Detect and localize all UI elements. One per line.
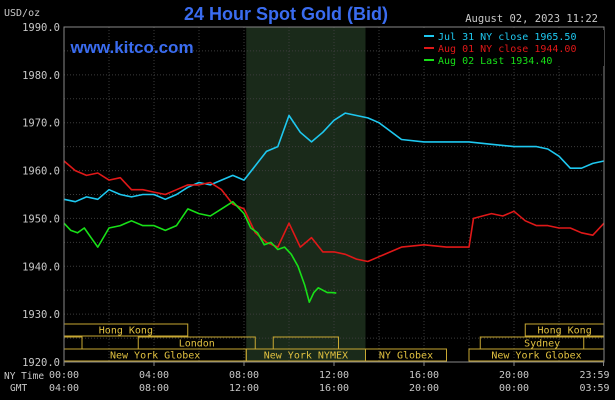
ny-time-tick-label: 23:59 bbox=[579, 370, 609, 381]
chart-datetime: August 02, 2023 11:22 bbox=[465, 13, 598, 25]
session-label: Hong Kong bbox=[99, 326, 153, 337]
legend-entry: Aug 02 Last 1934.40 bbox=[438, 56, 552, 67]
session-label: Hong Kong bbox=[538, 326, 592, 337]
ny-time-tick-label: 08:00 bbox=[229, 370, 259, 381]
session-label: New York NYMEX bbox=[264, 351, 348, 362]
y-tick-label: 1920.0 bbox=[22, 357, 60, 369]
watermark-url: www.kitco.com bbox=[69, 38, 193, 57]
y-tick-label: 1940.0 bbox=[22, 261, 60, 273]
ny-time-tick-label: 20:00 bbox=[499, 370, 529, 381]
session-label: NY Globex bbox=[379, 351, 433, 362]
y-tick-label: 1970.0 bbox=[22, 118, 60, 130]
ny-time-tick-label: 00:00 bbox=[49, 370, 79, 381]
ny-time-tick-label: 04:00 bbox=[139, 370, 169, 381]
y-tick-label: 1950.0 bbox=[22, 213, 60, 225]
session-bar bbox=[365, 348, 447, 362]
gmt-tick-label: 12:00 bbox=[229, 383, 259, 394]
session-bar bbox=[272, 336, 339, 350]
y-tick-label: 1980.0 bbox=[22, 70, 60, 82]
y-tick-label: 1990.0 bbox=[22, 22, 60, 34]
grid-lines bbox=[63, 26, 605, 363]
gmt-tick-label: 03:59 bbox=[579, 383, 609, 394]
session-label: New York Globex bbox=[110, 351, 200, 362]
gmt-tick-label: 04:00 bbox=[49, 383, 79, 394]
legend-background bbox=[420, 30, 604, 66]
gmt-tick-label: 16:00 bbox=[319, 383, 349, 394]
y-tick-label: 1930.0 bbox=[22, 309, 60, 321]
y-axis-unit-label: USD/oz bbox=[4, 8, 40, 19]
legend-entry: Jul 31 NY close 1965.50 bbox=[438, 32, 576, 43]
price-series bbox=[63, 112, 605, 304]
ny-time-tick-label: 16:00 bbox=[409, 370, 439, 381]
series-line-2 bbox=[63, 160, 605, 263]
x-axis-ticks: 00:00 04:00 04:00 08:00 08:00 12:00 12:00 16:00… bbox=[49, 362, 610, 394]
legend-entry: Aug 01 NY close 1944.00 bbox=[438, 44, 576, 55]
gmt-tick-label: 00:00 bbox=[499, 383, 529, 394]
gmt-row-label: GMT bbox=[10, 383, 27, 394]
chart-title: 24 Hour Spot Gold (Bid) bbox=[184, 4, 388, 24]
session-label: Sydney bbox=[524, 339, 560, 350]
ny-time-tick-label: 12:00 bbox=[319, 370, 349, 381]
session-label: New York Globex bbox=[491, 351, 581, 362]
series-line-3 bbox=[63, 200, 337, 304]
session-label: London bbox=[179, 339, 215, 350]
ny-time-row-label: NY Time bbox=[4, 371, 44, 382]
y-tick-label: 1960.0 bbox=[22, 166, 60, 178]
series-line-1 bbox=[63, 112, 605, 203]
y-axis-ticks: 1920.0 1930.0 1940.0 1950.0 1960.0 1970.0 1980… bbox=[22, 22, 60, 369]
gmt-tick-label: 20:00 bbox=[409, 383, 439, 394]
nymex-session-highlight bbox=[246, 27, 366, 362]
gmt-tick-label: 08:00 bbox=[139, 383, 169, 394]
